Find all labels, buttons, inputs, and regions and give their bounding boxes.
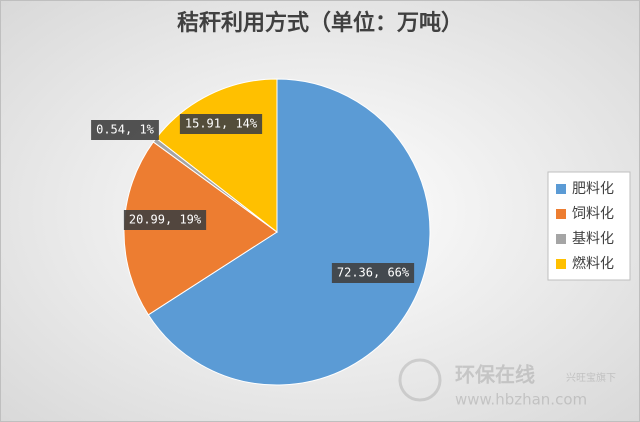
legend-label: 基料化 xyxy=(572,230,614,247)
legend-label: 饲料化 xyxy=(572,206,614,222)
data-label: 0.54, 1% xyxy=(96,123,155,137)
legend-label: 肥料化 xyxy=(572,181,614,197)
data-label-box xyxy=(331,263,415,283)
data-label: 20.99, 19% xyxy=(129,213,202,227)
legend-label: 燃料化 xyxy=(572,255,614,272)
data-label-box xyxy=(123,210,207,230)
watermark-url: www.hbzhan.com xyxy=(455,391,587,409)
chart-title: 秸秆利用方式（单位：万吨） xyxy=(177,10,463,36)
legend-swatch xyxy=(556,184,566,194)
data-label-box xyxy=(179,114,263,134)
legend-swatch xyxy=(556,209,566,219)
watermark-tagline: 兴旺宝旗下 xyxy=(566,371,616,384)
watermark-brand: 环保在线 xyxy=(455,363,535,387)
legend-swatch xyxy=(556,259,566,269)
legend-swatch xyxy=(556,234,566,244)
data-label-box xyxy=(91,120,159,140)
pie-slice xyxy=(147,78,431,386)
data-label: 72.36, 66% xyxy=(337,266,410,280)
watermark: 环保在线 兴旺宝旗下 www.hbzhan.com xyxy=(398,358,616,409)
watermark-logo xyxy=(398,358,442,402)
data-label: 15.91, 14% xyxy=(185,117,258,131)
pie: 72.36, 66% 20.99, 19% 0.54, 1% 15.91, 14% xyxy=(91,78,431,386)
